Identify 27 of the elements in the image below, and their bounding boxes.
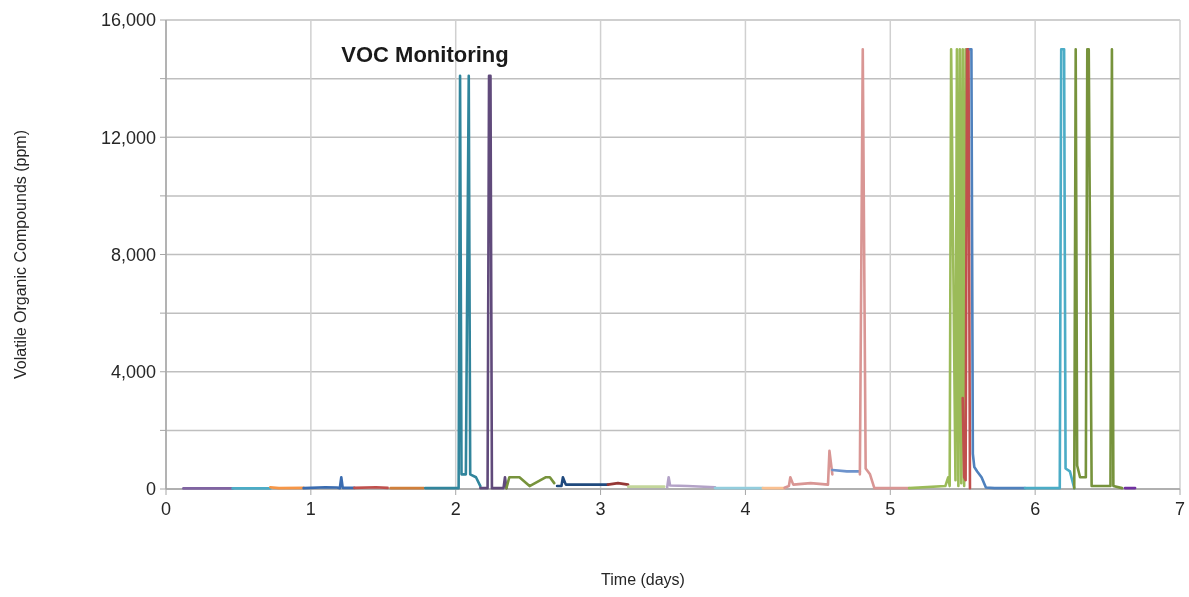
- line-series: [968, 48, 1027, 490]
- line-series: [858, 48, 911, 490]
- x-tick-label: 1: [305, 499, 316, 519]
- x-axis-title: Time (days): [601, 571, 685, 588]
- x-tick-label: 2: [450, 499, 461, 519]
- line-series: [907, 48, 967, 490]
- x-tick-label: 4: [740, 499, 751, 519]
- y-tick-label: 4,000: [110, 362, 156, 383]
- line-series: [665, 475, 717, 489]
- x-tick-label: 7: [1174, 499, 1186, 519]
- line-series: [423, 74, 482, 490]
- x-tick-label: 5: [885, 499, 896, 519]
- line-series: [1023, 48, 1076, 490]
- line-series: [505, 475, 556, 490]
- line-series: [1072, 48, 1124, 490]
- line-series: [783, 449, 834, 490]
- y-tick-label: 8,000: [110, 244, 156, 265]
- y-tick-label: 0: [145, 479, 156, 500]
- y-axis-title: Volatile Organic Compounds (ppm): [12, 129, 29, 380]
- line-series: [302, 475, 356, 490]
- y-tick-label: 16,000: [100, 10, 156, 31]
- x-tick-label: 6: [1030, 499, 1041, 519]
- text: VOC Monitoring: [341, 42, 509, 67]
- y-tick-label: 12,000: [100, 127, 156, 148]
- x-tick-label: 3: [595, 499, 606, 519]
- x-tick-label: 0: [160, 499, 172, 519]
- line-series: [961, 48, 972, 490]
